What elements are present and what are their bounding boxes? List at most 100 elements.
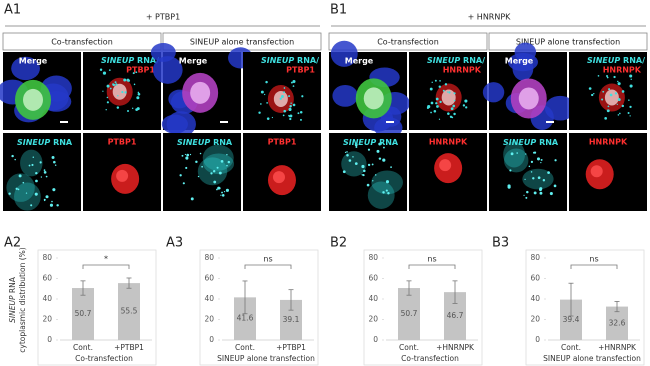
micrograph: SINEUP RNA [163,133,241,211]
speckle [354,162,358,165]
cell-nucleus [363,87,384,110]
speckle [31,163,34,167]
speckle [114,81,117,84]
y-tick-label: 80 [204,253,214,262]
y-tick-label: 40 [530,294,540,303]
speckle [346,154,349,157]
nucleus [332,84,358,107]
speckle [185,156,189,160]
speckle [367,163,371,167]
cell-signal [202,144,234,171]
speckle [124,91,127,94]
speckle [265,80,268,84]
speckle [462,104,466,107]
cell-signal [203,153,235,175]
rna-suffix: RNA/ [297,56,319,65]
speckle [258,111,261,114]
error-bar [126,277,132,289]
significance-label: ns [589,255,598,264]
speckle [271,116,274,119]
speckle [190,197,194,201]
speckle [617,98,621,102]
nucleus-bright [116,169,129,182]
speckle [453,99,456,102]
rna-suffix: RNA [539,138,559,147]
y-tick-label: 40 [42,294,52,303]
speckle [184,153,187,156]
speckle [279,97,282,100]
panel-label: A3 [166,236,183,251]
speckle [30,204,33,207]
speckle [380,143,383,145]
y-tick-label: 0 [47,335,52,344]
speckle [450,107,454,111]
rna-suffix: RNA [53,138,73,147]
group-header-box [2,32,162,51]
speckle [223,191,226,193]
speckle [435,97,439,101]
group-header: SINEUP alone transfection [190,38,294,47]
micrograph-bg [3,133,81,211]
speckle [387,192,390,195]
speckle [53,160,56,164]
speckle [430,111,432,114]
speckle [433,109,437,113]
panel-label: B2 [330,236,347,251]
bar [234,297,256,340]
speckle [45,195,49,199]
speckle [439,100,442,104]
error-bar [568,282,574,317]
rna-name: SINEUP [261,56,294,65]
speckle [132,72,135,75]
speckle [530,171,533,173]
speckle [553,184,557,188]
speckle [372,180,374,182]
image-label: HNRNPK [443,66,482,75]
speckle [221,194,225,197]
speckle [289,114,293,118]
speckle [290,81,293,84]
x-tick-label: Cont. [399,343,419,352]
speckle [616,103,618,105]
speckle [8,192,11,195]
significance-bracket [570,264,618,269]
micrograph: SINEUP RNA/HNRNPK [409,52,487,130]
y-tick-label: 20 [42,315,52,324]
image-label: HNRNPK [589,138,628,147]
error-bar [80,280,86,296]
speckle [549,191,553,196]
speckle [131,107,134,110]
speckle [355,146,358,148]
group-header-box [328,32,488,51]
error-bar [452,280,458,304]
micrograph: Merge [482,42,576,130]
nucleus-bright [439,159,452,172]
nucleus-core [112,83,127,100]
speckle [32,156,34,158]
speckle [371,163,374,166]
micrograph: HNRNPK [409,133,487,211]
y-tick-label: 60 [530,274,540,283]
micrograph-bg [489,133,567,211]
speckle [591,93,594,97]
speckle [525,196,528,199]
rna-suffix: RNA/ [137,56,159,65]
speckle [123,78,127,82]
speckle [197,175,200,178]
speckle [40,176,43,178]
speckle [524,178,526,181]
speckle [630,78,632,81]
speckle [361,164,365,169]
value-label: 50.7 [75,309,92,318]
speckle [352,156,354,158]
speckle [25,192,28,194]
nucleus [330,40,358,67]
speckle [533,191,537,195]
speckle [185,166,188,170]
speckle [227,160,231,164]
speckle [11,154,14,158]
speckle [43,169,46,171]
speckle [354,143,358,147]
speckle [540,158,543,161]
x-tick-label: Cont. [561,343,581,352]
